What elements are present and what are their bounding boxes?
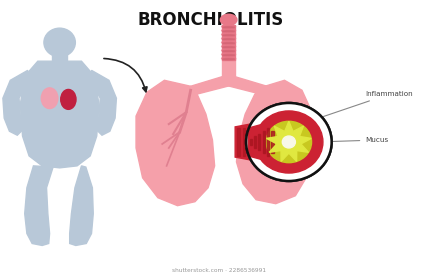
Ellipse shape <box>222 25 236 28</box>
Bar <box>52 52 67 61</box>
Circle shape <box>246 103 332 181</box>
Circle shape <box>246 103 332 181</box>
Ellipse shape <box>223 27 235 28</box>
Polygon shape <box>136 80 215 206</box>
Ellipse shape <box>223 43 235 44</box>
Ellipse shape <box>222 41 236 44</box>
Polygon shape <box>266 121 311 162</box>
Polygon shape <box>266 121 311 162</box>
Bar <box>272 131 274 153</box>
Ellipse shape <box>223 59 235 60</box>
Bar <box>254 136 256 148</box>
Ellipse shape <box>61 89 76 109</box>
Circle shape <box>255 111 323 173</box>
Ellipse shape <box>223 39 235 40</box>
Text: BRONCHIOLITIS: BRONCHIOLITIS <box>137 11 283 29</box>
Circle shape <box>283 136 295 148</box>
Ellipse shape <box>41 88 58 109</box>
Ellipse shape <box>223 54 235 56</box>
Bar <box>223 59 235 84</box>
Polygon shape <box>248 119 283 165</box>
Bar <box>253 128 256 156</box>
Ellipse shape <box>220 14 237 25</box>
Bar <box>258 134 261 150</box>
Ellipse shape <box>44 28 75 57</box>
Bar <box>243 128 245 156</box>
Text: Inflammation: Inflammation <box>315 91 413 119</box>
Ellipse shape <box>223 46 235 48</box>
Ellipse shape <box>223 34 235 36</box>
Ellipse shape <box>222 29 236 32</box>
Bar <box>263 131 265 153</box>
Circle shape <box>266 121 311 163</box>
Bar <box>237 128 240 156</box>
Circle shape <box>266 121 311 163</box>
Ellipse shape <box>222 57 236 60</box>
Polygon shape <box>235 117 287 167</box>
Ellipse shape <box>222 53 236 56</box>
Polygon shape <box>186 76 232 95</box>
Ellipse shape <box>222 49 236 52</box>
Bar <box>258 128 261 156</box>
Polygon shape <box>92 70 117 135</box>
Bar <box>223 25 235 60</box>
Polygon shape <box>3 70 28 135</box>
Polygon shape <box>25 166 53 246</box>
Text: shutterstock.com · 2286536991: shutterstock.com · 2286536991 <box>172 268 266 273</box>
Ellipse shape <box>222 37 236 40</box>
Polygon shape <box>20 61 99 168</box>
Circle shape <box>255 111 323 173</box>
Ellipse shape <box>223 31 235 32</box>
Text: Mucus: Mucus <box>320 137 389 143</box>
Circle shape <box>246 103 332 181</box>
Circle shape <box>283 136 295 148</box>
Polygon shape <box>225 76 272 95</box>
Ellipse shape <box>222 45 236 48</box>
Bar <box>248 128 251 156</box>
Bar <box>250 139 252 145</box>
Polygon shape <box>70 166 93 246</box>
Ellipse shape <box>223 50 235 52</box>
Polygon shape <box>237 80 315 204</box>
Ellipse shape <box>222 33 236 36</box>
Bar <box>267 128 269 156</box>
